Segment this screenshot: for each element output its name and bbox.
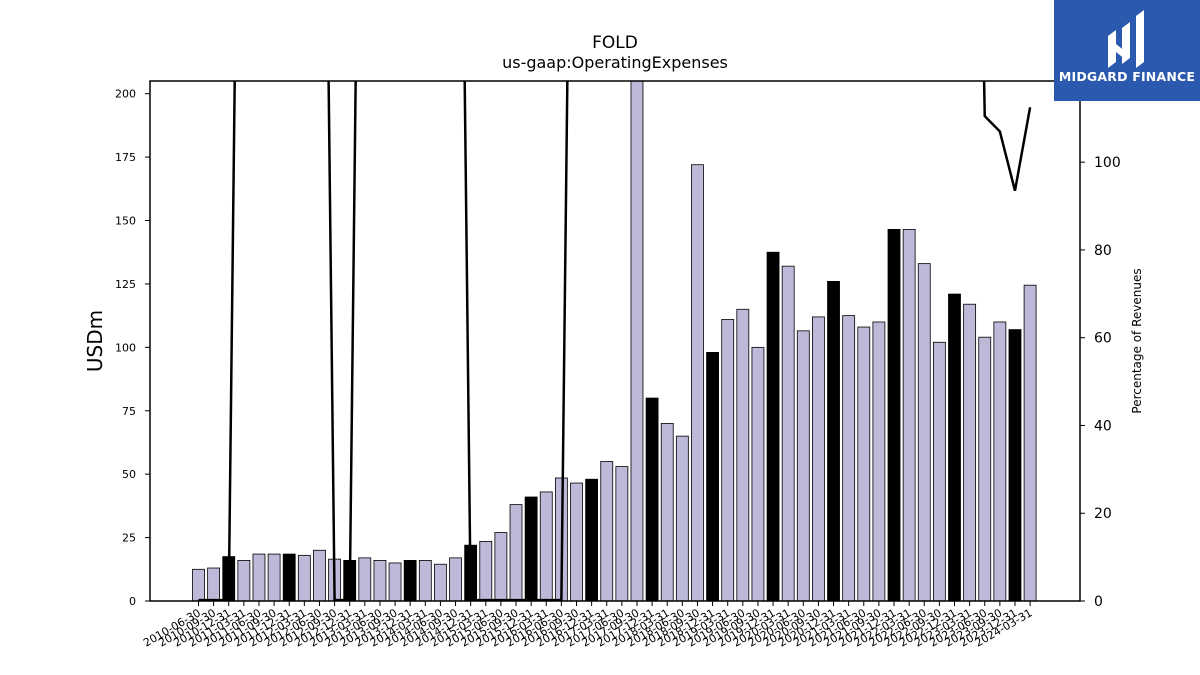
bar-2023-03-31 [963, 303, 977, 602]
bar-2016-09-30 [570, 482, 583, 602]
bar-2018-12-31 [706, 352, 719, 602]
y-tick-label: 100 [115, 341, 136, 354]
bar-2024-03-31 [1023, 284, 1037, 602]
bar-2013-09-30 [388, 562, 402, 602]
bar-2018-09-30 [691, 164, 704, 602]
y-tick-label: 150 [115, 215, 136, 228]
bar-2023-06-30 [978, 336, 992, 602]
y2-tick-label: 100 [1094, 155, 1121, 171]
bar-2018-03-31 [660, 423, 674, 602]
bar-2012-03-31 [297, 554, 311, 602]
bar-2019-06-30 [736, 308, 750, 602]
bar-2011-09-30 [267, 553, 281, 602]
line-percentage-of-revenues [198, 81, 1032, 601]
bar-2011-12-31 [282, 553, 296, 602]
bar-2023-09-30 [993, 321, 1007, 602]
y-tick-label: 175 [115, 151, 136, 164]
y-tick-label: 75 [122, 405, 136, 418]
bar-2015-03-31 [479, 540, 493, 602]
bar-2021-06-30 [857, 326, 871, 602]
y2-tick-label: 0 [1094, 594, 1103, 610]
bar-2018-06-30 [675, 435, 689, 602]
bar-2010-09-30 [207, 567, 221, 602]
bars-layer [192, 80, 1037, 602]
chart-subtitle: us-gaap:OperatingExpenses [502, 53, 728, 72]
bar-2017-12-31 [645, 397, 659, 602]
y-tick-label: 50 [122, 468, 136, 481]
right-axis: 0 20 40 60 80 100 [1080, 155, 1121, 610]
bar-2020-09-30 [812, 316, 825, 602]
company-logo: MIDGARD FINANCE [1054, 0, 1200, 101]
logo-mark-icon [1108, 10, 1144, 68]
y-axis-label: USDm [83, 310, 107, 372]
bar-2020-12-31 [827, 280, 840, 602]
y2-tick-label: 40 [1094, 418, 1112, 434]
bar-2017-03-31 [600, 461, 614, 602]
y2-tick-label: 60 [1094, 331, 1112, 347]
bar-2010-06-30 [192, 568, 205, 602]
bar-2022-06-30 [917, 263, 931, 602]
y-tick-label: 25 [122, 532, 136, 545]
bar-2017-06-30 [615, 466, 629, 602]
bar-2016-12-31 [585, 478, 599, 602]
bar-2013-03-31 [358, 557, 372, 602]
bar-2013-06-30 [373, 560, 387, 602]
bar-2017-09-30 [630, 80, 644, 602]
bar-2021-12-31 [887, 228, 901, 602]
y2-tick-label: 80 [1094, 243, 1112, 259]
bar-2022-12-31 [948, 293, 961, 602]
bar-2015-06-30 [494, 532, 508, 602]
bar-2019-03-31 [721, 319, 735, 602]
y-tick-label: 125 [115, 278, 136, 291]
bar-2012-06-30 [313, 549, 326, 602]
bar-2022-09-30 [932, 341, 946, 602]
bar-2022-03-31 [902, 228, 916, 602]
bar-2015-09-30 [509, 504, 523, 602]
chart-title: FOLD [592, 33, 638, 53]
bar-2021-03-31 [842, 315, 856, 602]
bar-2019-09-30 [751, 346, 765, 602]
bar-2011-03-31 [237, 560, 251, 602]
x-axis: 2010-06-302010-09-302010-12-312011-03-31… [141, 601, 1035, 650]
bar-2021-09-30 [872, 321, 886, 602]
y-tick-label: 0 [129, 595, 136, 608]
y-tick-label: 200 [115, 88, 136, 101]
y2-axis-label: Percentage of Revenues [1130, 268, 1144, 413]
y2-tick-label: 20 [1094, 506, 1112, 522]
bar-2011-06-30 [252, 553, 266, 602]
bar-2014-03-31 [418, 560, 432, 602]
bar-2020-06-30 [796, 330, 810, 602]
bar-2015-12-31 [524, 496, 538, 602]
bar-2020-03-31 [781, 265, 795, 602]
bar-2014-06-30 [434, 563, 447, 602]
left-axis: 0 25 50 75 100 125 150 175 200 [115, 88, 150, 608]
line-layer [198, 81, 1032, 601]
logo-text: MIDGARD FINANCE [1058, 69, 1196, 84]
bar-2013-12-31 [403, 560, 417, 602]
bar-2016-03-31 [539, 491, 553, 602]
bar-2019-12-31 [766, 251, 780, 602]
plot-frame [149, 80, 1081, 602]
bar-2023-12-31 [1008, 329, 1022, 602]
bar-2014-09-30 [449, 557, 462, 602]
